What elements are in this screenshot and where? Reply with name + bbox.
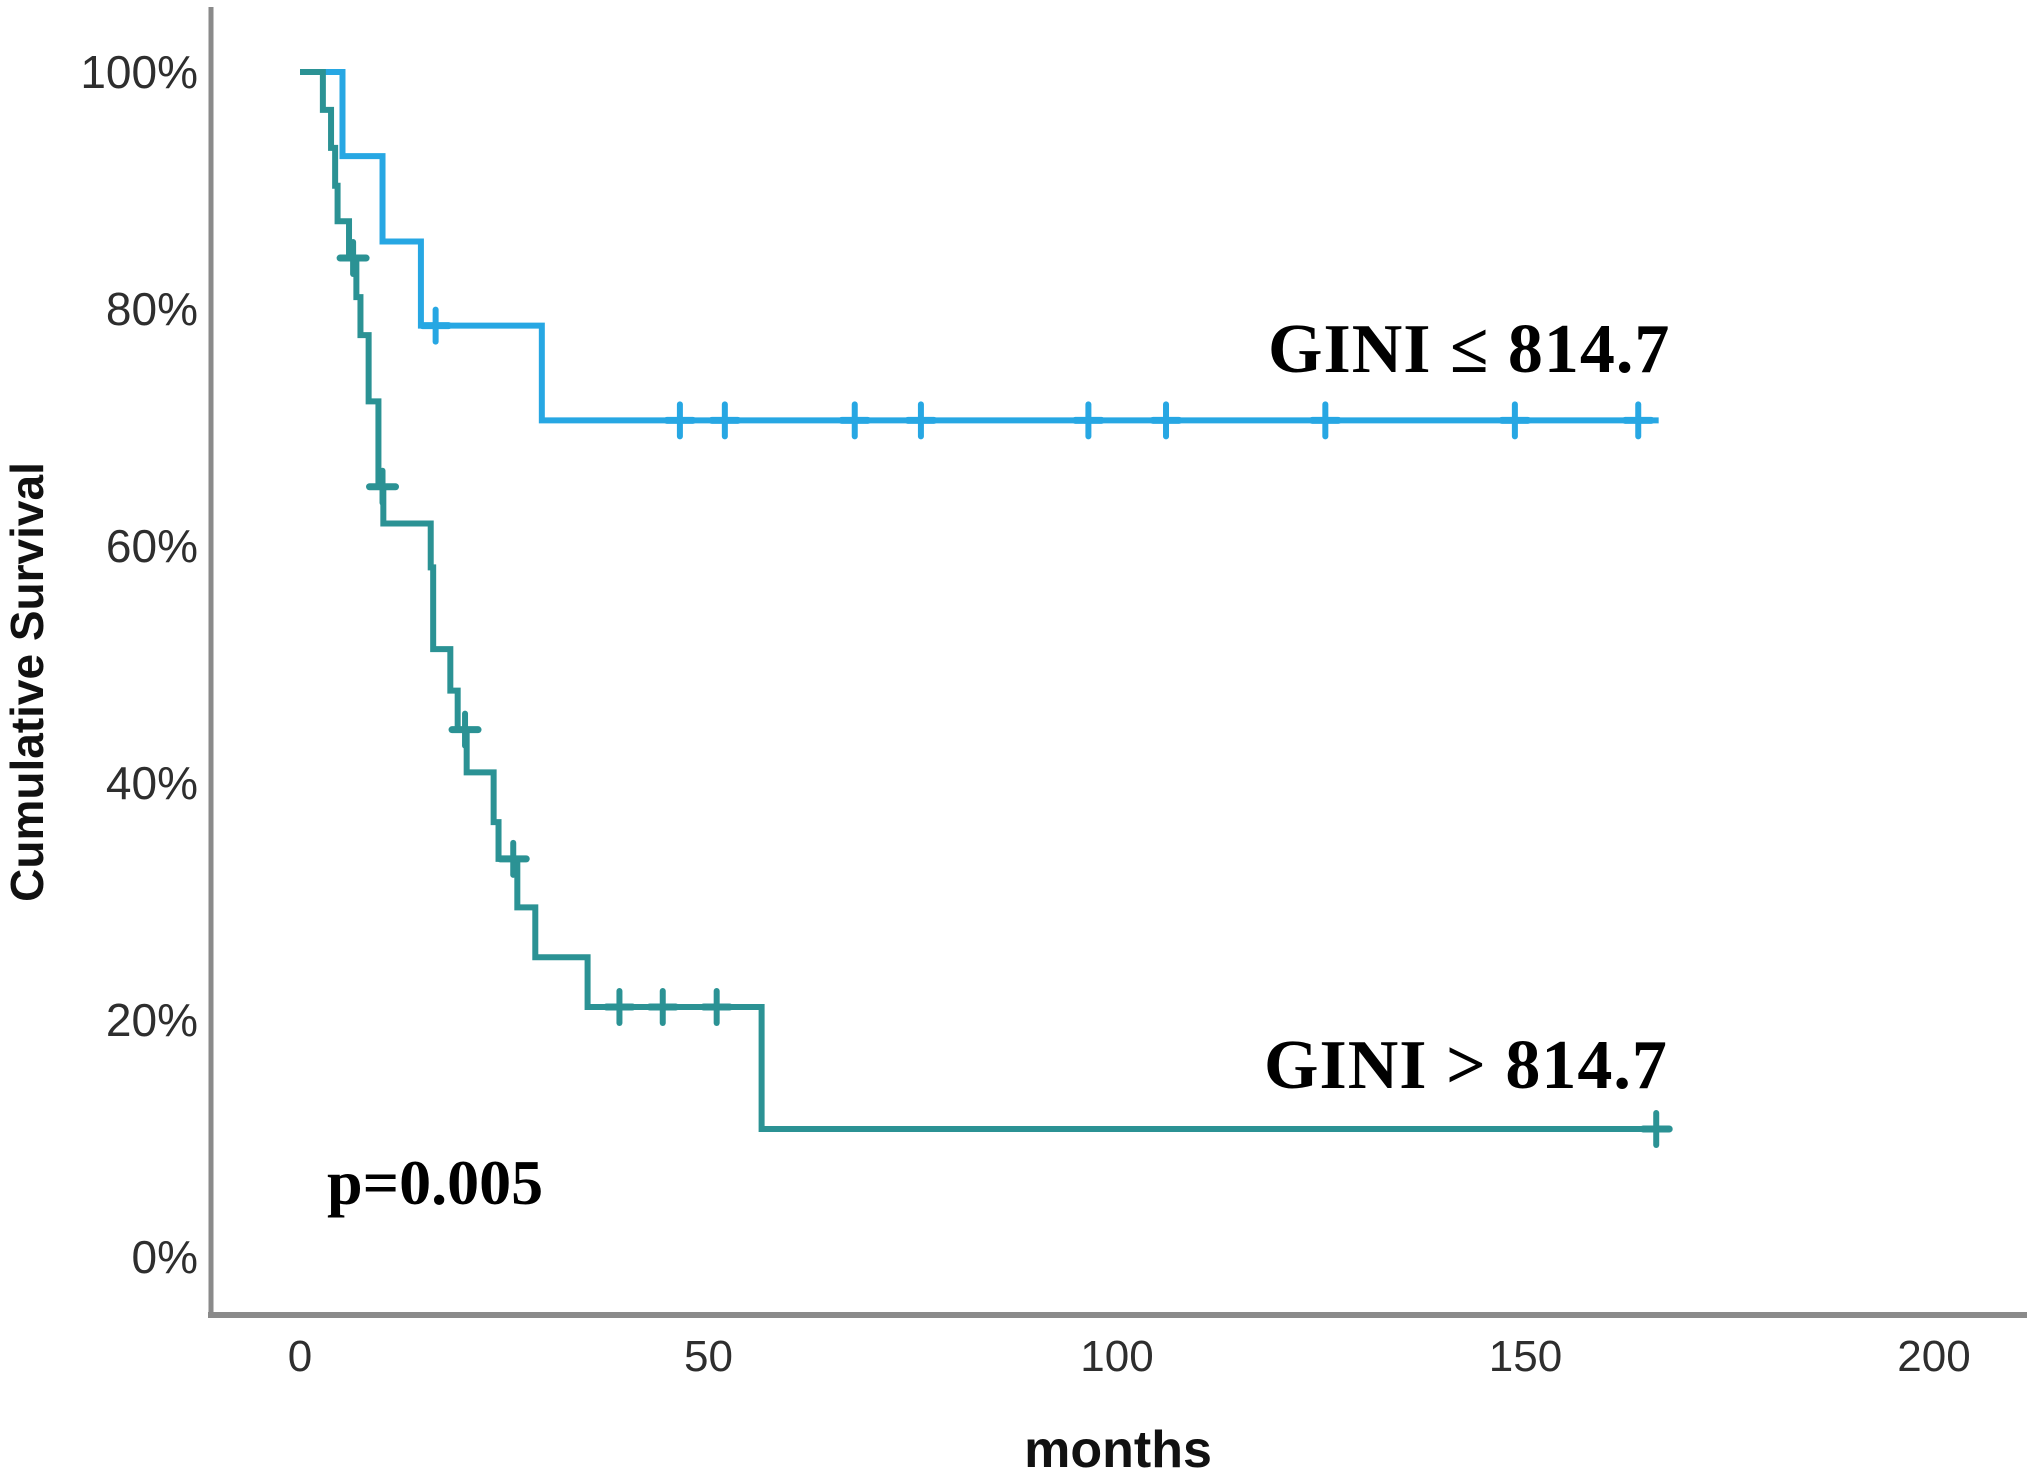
y-tick-label-80: 80% <box>105 283 198 335</box>
x-tick-label-0: 0 <box>287 1332 313 1381</box>
y-tick-label-40: 40% <box>105 757 198 809</box>
y-tick-label-60: 60% <box>105 520 198 572</box>
km-curve-gini-high <box>300 69 1667 1133</box>
series-label-gini-low: GINI ≤ 814.7 <box>1268 311 1671 388</box>
x-axis-title: months <box>1024 1421 1212 1479</box>
series-label-gini-high: GINI > 814.7 <box>1264 1027 1668 1104</box>
x-tick-label-200: 200 <box>1897 1332 1971 1381</box>
y-tick-label-20: 20% <box>105 994 198 1046</box>
x-tick-label-50: 50 <box>684 1332 733 1381</box>
y-tick-label-100: 100% <box>80 46 198 98</box>
km-curve-gini-low <box>300 69 1659 424</box>
p-value-annotation: p=0.005 <box>327 1147 544 1218</box>
y-tick-label-0: 0% <box>131 1231 198 1283</box>
x-tick-label-100: 100 <box>1080 1332 1154 1381</box>
x-tick-label-150: 150 <box>1488 1332 1563 1381</box>
